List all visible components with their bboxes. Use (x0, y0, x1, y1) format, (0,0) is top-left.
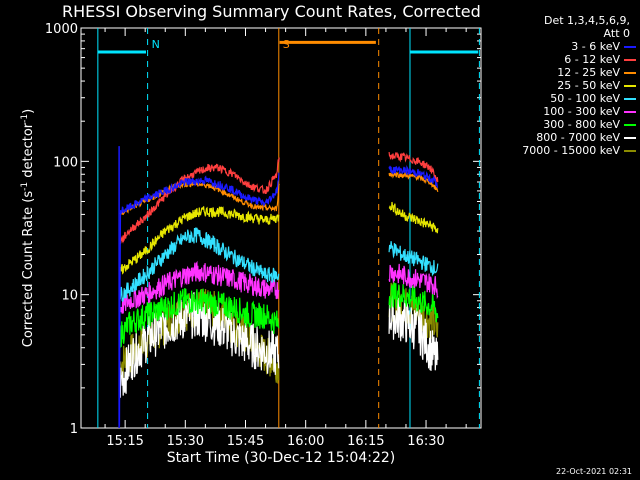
legend-label: 300 - 800 keV (543, 118, 620, 131)
marker-label: N (152, 38, 160, 51)
series-line (388, 281, 439, 323)
legend-label: 12 - 25 keV (557, 66, 620, 79)
y-tick-label: 100 (53, 155, 78, 170)
series-line (388, 241, 439, 277)
x-tick-label: 15:30 (167, 434, 204, 449)
plot-frame (80, 27, 482, 429)
legend-label: 100 - 300 keV (543, 105, 620, 118)
legend-item: 12 - 25 keV (486, 66, 636, 79)
y-axis-label: Corrected Count Rate (s-1 detector-1) (20, 109, 36, 347)
x-tick-label: 15:15 (106, 434, 143, 449)
legend-item: 50 - 100 keV (486, 92, 636, 105)
y-tick-label: 10 (61, 289, 78, 304)
series-line (118, 172, 280, 426)
x-tick-label: 16:30 (407, 434, 444, 449)
series-line (119, 227, 280, 303)
legend-header-2: Att 0 (603, 27, 630, 40)
legend-label: 6 - 12 keV (564, 53, 620, 66)
legend-label: 50 - 100 keV (550, 92, 620, 105)
x-tick-label: 16:00 (287, 434, 324, 449)
series-line (388, 151, 439, 184)
series-line (119, 292, 280, 398)
series-line (119, 260, 280, 314)
legend-item: 7000 - 15000 keV (486, 144, 636, 157)
legend-label: 3 - 6 keV (571, 40, 620, 53)
series-line (119, 206, 280, 275)
legend-item: 100 - 300 keV (486, 105, 636, 118)
legend: Det 1,3,4,5,6,9, Att 0 3 - 6 keV 6 - 12 k… (486, 14, 636, 157)
legend-item: 25 - 50 keV (486, 79, 636, 92)
legend-item: 800 - 7000 keV (486, 131, 636, 144)
series-line (388, 263, 439, 300)
legend-label: 25 - 50 keV (557, 79, 620, 92)
x-axis-label: Start Time (30-Dec-12 15:04:22) (167, 450, 395, 466)
legend-swatch (624, 149, 636, 152)
legend-label: 800 - 7000 keV (536, 131, 620, 144)
legend-item: 6 - 12 keV (486, 53, 636, 66)
legend-swatch (624, 58, 636, 61)
series-line (119, 157, 280, 245)
marker-label: S (283, 38, 290, 51)
legend-label: 7000 - 15000 keV (522, 144, 620, 157)
timestamp: 22-Oct-2021 02:31 (556, 467, 632, 476)
legend-item: 300 - 800 keV (486, 118, 636, 131)
legend-swatch (624, 97, 636, 100)
series-line (388, 164, 439, 189)
legend-swatch (624, 84, 636, 87)
legend-swatch (624, 71, 636, 74)
legend-swatch (624, 110, 636, 113)
y-tick-label: 1 (70, 422, 78, 437)
legend-swatch (624, 136, 636, 139)
x-tick-label: 16:15 (347, 434, 384, 449)
legend-swatch (624, 45, 636, 48)
legend-item: 3 - 6 keV (486, 40, 636, 53)
legend-header-1: Det 1,3,4,5,6,9, (543, 14, 630, 27)
legend-swatch (624, 123, 636, 126)
x-tick-label: 15:45 (227, 434, 264, 449)
series-line (388, 171, 439, 193)
y-tick-label: 1000 (45, 22, 78, 37)
series-line (119, 287, 280, 349)
series-line (388, 294, 439, 371)
series-line (388, 201, 439, 234)
chart-title: RHESSI Observing Summary Count Rates, Co… (62, 2, 481, 21)
